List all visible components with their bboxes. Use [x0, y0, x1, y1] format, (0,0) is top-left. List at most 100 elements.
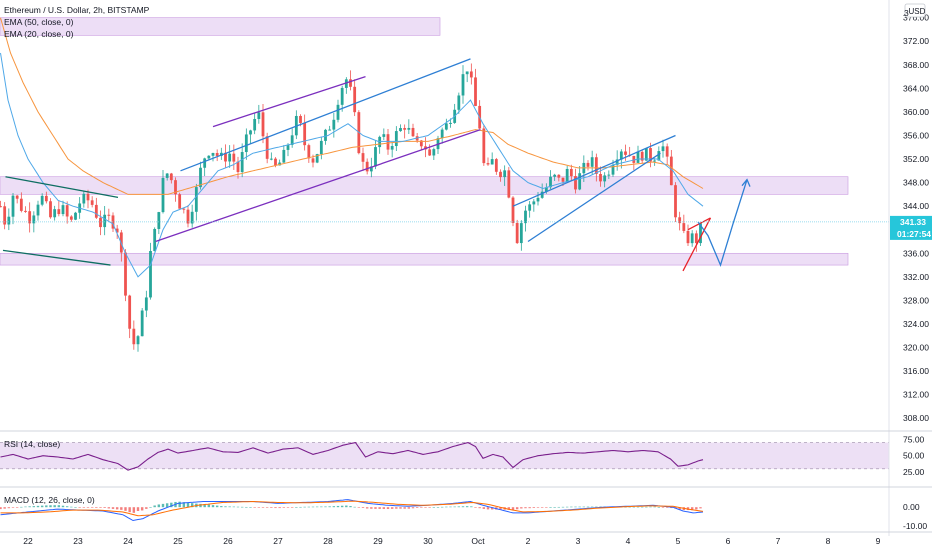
candle-body: [328, 129, 332, 131]
candle-body: [65, 205, 69, 217]
trendlines: [2, 58, 751, 272]
macd-histogram-bar: [253, 507, 256, 508]
candle-body: [590, 157, 594, 167]
time-tick-label: 25: [173, 536, 183, 546]
signal-line: [0, 500, 704, 517]
candle-body: [578, 173, 582, 190]
candle-body: [19, 198, 23, 211]
macd-histogram-bar: [120, 507, 123, 510]
projection-arrowhead: [741, 178, 751, 187]
macd-histogram-bar: [511, 507, 515, 511]
candle-body: [515, 222, 519, 244]
candle-body: [528, 204, 532, 211]
candle-body: [644, 148, 648, 161]
price-tick-label: 348.00: [903, 178, 929, 188]
ema50-legend[interactable]: EMA (50, close, 0): [4, 17, 74, 27]
candle-body: [486, 163, 490, 165]
macd-histogram-bar: [565, 506, 569, 508]
candle-body: [399, 128, 402, 132]
macd-histogram-bar: [270, 507, 273, 508]
candle-body: [90, 200, 94, 205]
candle-body: [194, 187, 198, 212]
macd-histogram-bar: [599, 506, 602, 508]
price-tick-label: 344.00: [903, 201, 929, 211]
price-tick-label: 320.00: [903, 343, 929, 353]
macd-histogram-bar: [428, 507, 431, 508]
macd-histogram-bar: [349, 506, 352, 508]
macd-histogram-bar: [282, 507, 286, 508]
candle-body: [57, 209, 61, 215]
macd-histogram-bar: [636, 506, 640, 508]
macd-histogram-bar: [386, 507, 390, 509]
macd-histogram-bar: [220, 506, 223, 508]
macd-histogram-bar: [424, 507, 427, 508]
macd-legend[interactable]: MACD (12, 26, close, 0): [4, 495, 95, 505]
candle-body: [15, 195, 19, 199]
candle-body: [282, 149, 286, 163]
currency-button[interactable]: USD: [904, 3, 926, 18]
macd-histogram-bar: [499, 507, 502, 510]
macd-histogram-bar: [390, 507, 394, 509]
macd-histogram-bar: [99, 507, 102, 508]
macd-histogram-bar: [178, 501, 181, 508]
trendline-blue: [512, 134, 676, 207]
macd-histogram-bar: [632, 506, 636, 508]
ema20-legend[interactable]: EMA (20, close, 0): [4, 29, 74, 39]
macd-histogram-bar: [20, 506, 23, 508]
candle-body: [49, 201, 52, 218]
rsi-legend[interactable]: RSI (14, close): [4, 439, 60, 449]
rsi-panel: [0, 441, 889, 471]
macd-histogram-bar: [186, 502, 190, 508]
candle-body: [444, 123, 448, 130]
macd-histogram-bar: [136, 507, 140, 511]
candle-body: [678, 217, 682, 224]
macd-histogram-bar: [115, 507, 119, 510]
candle-body: [390, 146, 394, 150]
price-axis[interactable]: 376.00 372.00 368.00 364.00 360.00 356.00 352.…: [903, 13, 929, 424]
time-tick-label: 9: [876, 536, 881, 546]
rsi-line: [0, 441, 704, 471]
macd-histogram-bar: [86, 507, 90, 508]
time-tick-label: 5: [676, 536, 681, 546]
macd-histogram-bar: [311, 506, 315, 508]
macd-histogram-bar: [290, 507, 294, 508]
candle-body: [503, 170, 507, 178]
macd-histogram-bar: [182, 502, 186, 508]
macd-histogram-bar: [215, 505, 219, 508]
macd-histogram-bar: [32, 506, 36, 508]
candle-body: [36, 204, 40, 216]
candle-body: [174, 180, 177, 195]
macd-histogram-bar: [286, 507, 290, 508]
rsi-band: [0, 442, 889, 469]
macd-histogram-bar: [449, 506, 452, 508]
macd-histogram-bar: [307, 506, 311, 508]
candle-body: [178, 194, 182, 209]
macd-histogram-bar: [432, 507, 436, 508]
macd-histogram-bar: [361, 507, 365, 508]
macd-histogram-bar: [274, 507, 277, 509]
macd-histogram-bar: [578, 506, 581, 508]
ema50-line: [0, 17, 704, 195]
candle-body: [144, 297, 148, 311]
macd-histogram-bar: [65, 506, 69, 508]
candle-body: [244, 134, 248, 153]
svg-text:USD: USD: [909, 7, 926, 16]
chart-title: Ethereum / U.S. Dollar, 2h, BITSTAMP: [4, 5, 150, 15]
candle-body: [653, 160, 657, 162]
candle-body: [240, 152, 244, 173]
macd-histogram-bar: [628, 506, 631, 508]
candle-body: [11, 195, 15, 217]
macd-histogram-bar: [124, 507, 127, 511]
candle-body: [278, 162, 282, 166]
candle-body: [332, 119, 336, 130]
trendline-teal: [2, 249, 111, 266]
candle-body: [153, 228, 157, 252]
time-axis[interactable]: 22 23 24 25 26 27 28 29 30 Oct 2 3 4 5 6 7 8 9: [23, 536, 880, 546]
candle-body: [674, 185, 677, 218]
candle-body: [107, 214, 111, 216]
candle-body: [369, 166, 373, 172]
macd-histogram-bar: [515, 507, 519, 510]
macd-histogram-bar: [149, 507, 152, 508]
price-tick-label: 316.00: [903, 366, 929, 376]
